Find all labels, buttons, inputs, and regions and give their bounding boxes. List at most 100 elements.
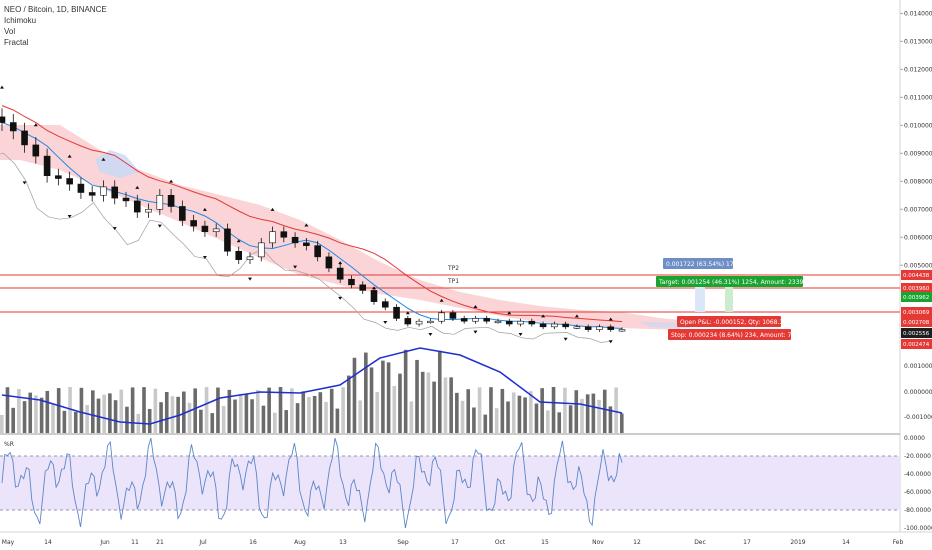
candle	[618, 329, 626, 332]
volume-bar	[420, 371, 425, 433]
time-tick-label: Feb	[893, 539, 904, 546]
price-tag-text: 0.002556	[903, 331, 930, 337]
fractal-up-icon	[405, 311, 410, 315]
candle	[167, 194, 175, 207]
volume-bar	[182, 391, 186, 433]
volume-bar	[0, 415, 4, 433]
candle	[21, 130, 28, 146]
price-tag	[901, 339, 932, 349]
position-range-box	[695, 280, 705, 312]
price-tag-text: 0.003962	[903, 295, 929, 301]
volume-bar	[108, 393, 112, 433]
candle	[438, 312, 445, 322]
price-tick-label: 0.012000	[904, 66, 932, 73]
volume-bar	[159, 402, 163, 433]
volume-bar	[295, 403, 300, 433]
volume-bar	[216, 387, 220, 433]
volume-bar	[335, 408, 340, 433]
volume-bar	[358, 400, 362, 433]
volume-bar	[267, 387, 271, 433]
volume-bar	[517, 395, 522, 433]
fractal-up-icon	[33, 123, 38, 127]
indicator-vol[interactable]: Vol	[4, 27, 16, 36]
fractal-up-icon	[473, 305, 478, 309]
fractal-down-icon	[293, 265, 298, 269]
candle	[122, 197, 130, 202]
fractal-down-icon	[67, 215, 72, 219]
price-tick-label: 0.013000	[904, 38, 932, 45]
candle	[32, 144, 40, 157]
indicator-fractal[interactable]: Fractal	[4, 38, 29, 47]
volume-bar	[369, 367, 374, 433]
target-tag-text: Target: 0.001254 (46.31%) 1254, Amount: …	[658, 279, 813, 286]
volume-bar	[597, 399, 601, 433]
time-tick-label: 17	[451, 539, 459, 546]
fractal-up-icon	[270, 207, 275, 211]
candle	[257, 242, 265, 258]
fractal-down-icon	[473, 330, 478, 334]
fractal-down-icon	[608, 340, 613, 344]
pnl-tag[interactable]	[677, 316, 781, 327]
volume-bar	[91, 390, 95, 433]
wr-tick-label: -80.0000	[904, 507, 931, 514]
target-tag[interactable]	[656, 276, 803, 287]
fractal-up-icon	[541, 314, 546, 318]
wr-tick-label: -40.0000	[904, 471, 931, 478]
price-tick-label: 0.011000	[904, 94, 932, 101]
candle	[9, 122, 17, 132]
volume-bar	[68, 387, 72, 433]
volume-bar	[432, 381, 436, 433]
candle	[179, 206, 186, 221]
fractal-down-icon	[22, 181, 27, 185]
volume-bar	[153, 388, 158, 433]
volume-bar	[210, 413, 215, 433]
volume-bar	[511, 392, 516, 433]
level-price-text: 0.003069	[903, 310, 930, 316]
candle	[235, 250, 243, 260]
range-tag[interactable]	[663, 258, 733, 269]
volume-bar	[290, 388, 294, 433]
indicator-ichimoku[interactable]: Ichimoku	[4, 16, 37, 25]
volume-bar	[85, 404, 89, 433]
volume-bar	[233, 399, 237, 433]
candle	[100, 186, 107, 196]
candle	[415, 320, 423, 325]
volume-bar	[22, 401, 27, 433]
candle	[314, 245, 321, 258]
volume-bar	[284, 410, 289, 433]
volume-bar	[449, 377, 453, 433]
time-tick-label: 17	[743, 539, 751, 546]
price-tag-text: 0.002474	[903, 342, 930, 348]
stop-tag[interactable]	[668, 329, 791, 340]
volume-bar	[318, 392, 323, 433]
fractal-down-icon	[112, 227, 117, 231]
volume-bar	[608, 406, 613, 433]
volume-bar	[551, 387, 556, 433]
volume-bar	[386, 362, 391, 433]
wr-band	[0, 456, 900, 510]
volume-bar	[125, 406, 129, 433]
volume-bar	[346, 375, 351, 433]
candle	[77, 183, 85, 193]
candle	[280, 231, 288, 238]
time-tick-label: 11	[131, 539, 139, 546]
wr-tick-label: -100.0000	[904, 525, 932, 532]
candle	[224, 228, 231, 252]
price-tick-label: 0.014000	[904, 10, 932, 17]
volume-bar	[45, 390, 50, 433]
fractal-up-icon	[101, 157, 106, 161]
candle	[381, 301, 389, 308]
time-tick-label: 13	[339, 539, 347, 546]
candle	[607, 326, 615, 330]
candle	[66, 178, 73, 185]
volume-bar	[238, 393, 243, 433]
candle	[348, 278, 355, 286]
symbol-title[interactable]: NEO / Bitcoin, 1D, BINANCE	[4, 5, 107, 14]
fractal-up-icon	[372, 286, 376, 290]
volume-bar	[460, 400, 465, 433]
level-price-tag	[901, 283, 932, 293]
volume-bar	[250, 399, 254, 433]
wr-tick-label: 0.0000	[904, 435, 925, 442]
fractal-up-icon	[304, 223, 309, 227]
